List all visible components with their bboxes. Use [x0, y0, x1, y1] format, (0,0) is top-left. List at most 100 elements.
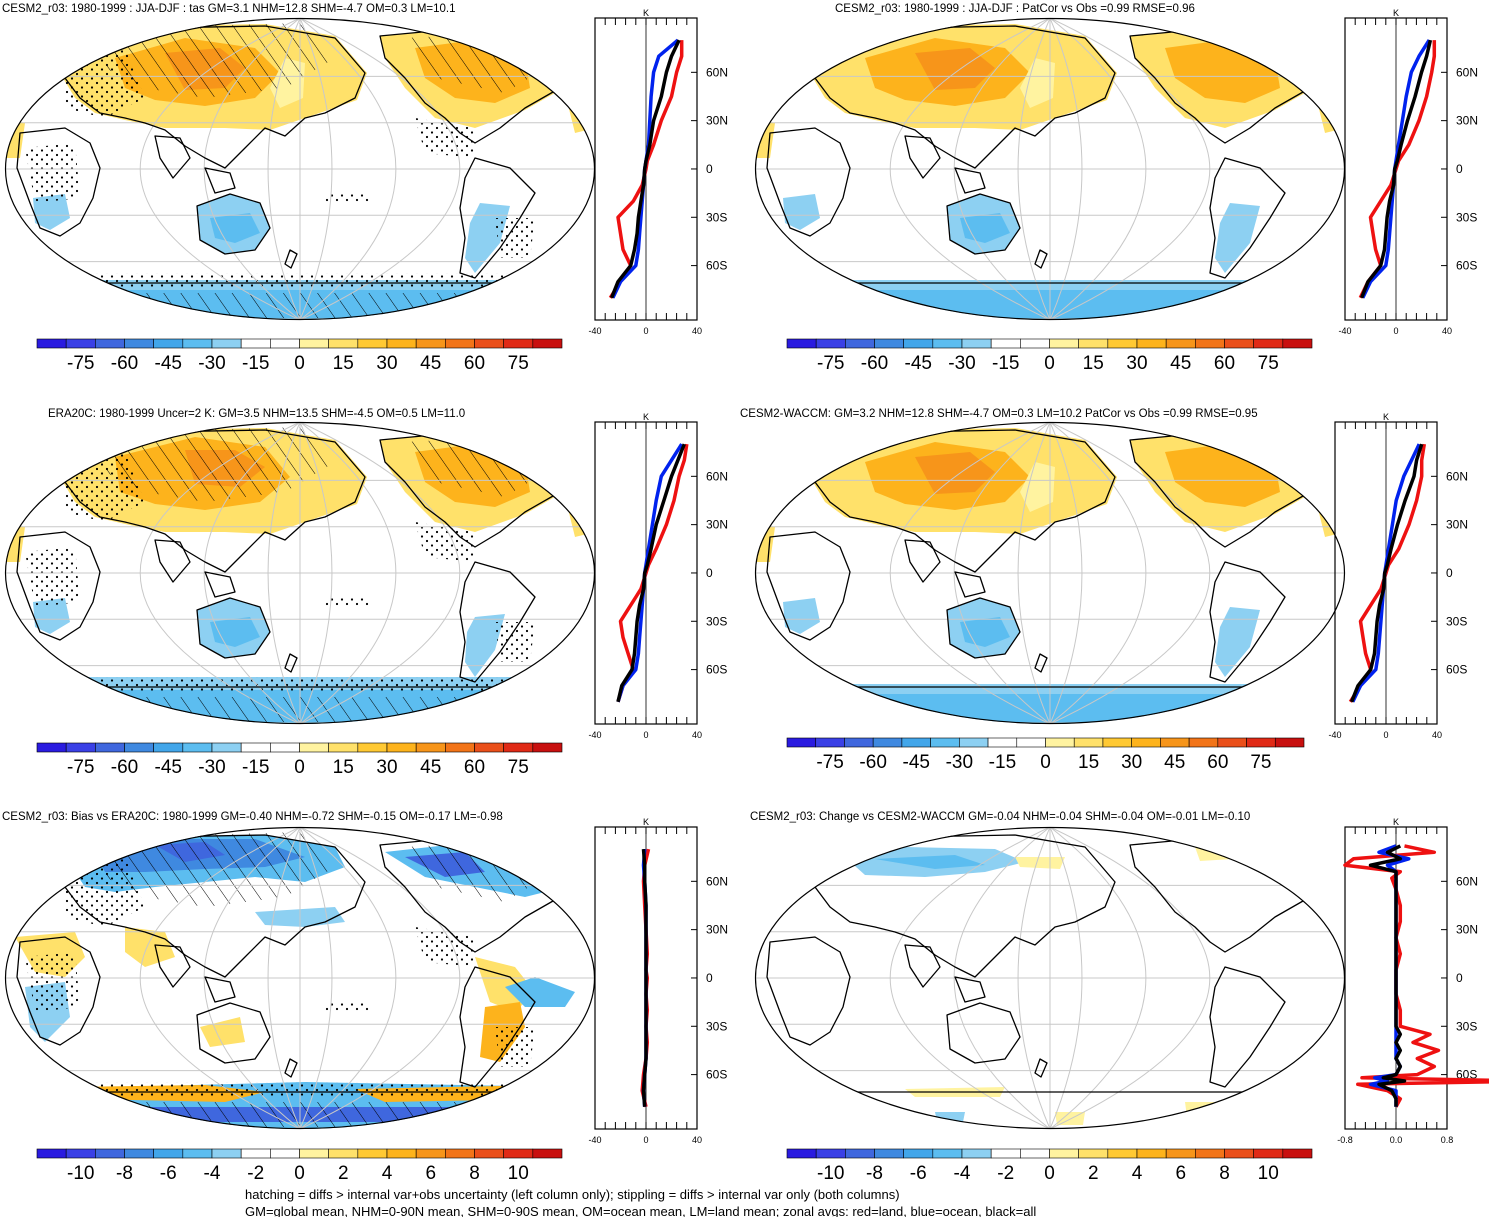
- colorbar-swatch: [240, 742, 271, 753]
- colorbar-swatch: [1188, 737, 1219, 748]
- colorbar-label: -4: [954, 1163, 971, 1184]
- colorbar-label: -60: [859, 752, 886, 773]
- colorbar-swatch: [903, 1148, 934, 1159]
- hatching-region: [105, 832, 335, 907]
- colorbar-swatch: [328, 338, 359, 349]
- profile-x-tick-label: -0.8: [1337, 1135, 1353, 1145]
- colorbar-label: 15: [1078, 752, 1099, 773]
- profile-y-tick-label: 30N: [1446, 518, 1468, 532]
- colorbar-label: -75: [67, 353, 94, 374]
- map: [4, 421, 596, 725]
- anomaly-region: [1185, 1102, 1225, 1117]
- coastline-greenland: [534, 25, 581, 51]
- profile-x-tick-label: 0: [643, 730, 648, 740]
- coastline-samerica: [1209, 966, 1286, 1088]
- colorbar-swatch: [240, 338, 271, 349]
- colorbar-swatch: [153, 338, 184, 349]
- coastline-africa: [16, 127, 101, 237]
- coastline-australia: [946, 1002, 1021, 1064]
- profile-unit-label: K: [1393, 817, 1399, 827]
- profile-x-tick-label: 0: [643, 326, 648, 336]
- coastline-nz: [284, 1058, 298, 1078]
- coastline-africa: [766, 531, 851, 641]
- colorbar-label: 45: [420, 353, 441, 374]
- colorbar-swatch: [845, 1148, 875, 1159]
- profile-series-land: [616, 443, 689, 703]
- colorbar-swatch: [1049, 1148, 1079, 1159]
- coastline-greenland: [534, 429, 581, 455]
- profile-y-tick-label: 30N: [1456, 114, 1478, 128]
- map-fill: [755, 18, 1345, 320]
- colorbar-label: -75: [817, 353, 844, 374]
- colorbar-label: -15: [992, 353, 1019, 374]
- colorbar-swatch: [874, 338, 904, 349]
- colorbar-swatch: [474, 338, 504, 349]
- colorbar-swatch: [1282, 1148, 1313, 1159]
- colorbar-label: -45: [155, 757, 182, 778]
- colorbar-swatch: [386, 742, 417, 753]
- colorbar-swatch: [270, 338, 300, 349]
- anomaly-region: [1020, 462, 1055, 512]
- colorbar-swatch: [961, 1148, 992, 1159]
- colorbar: -75 -60 -45 -30 -15 0 15 30 45 60 75: [786, 338, 1313, 374]
- colorbar-label: 15: [333, 353, 354, 374]
- colorbar-label: -10: [817, 1163, 844, 1184]
- anomaly-region: [1215, 203, 1260, 273]
- colorbar-swatch: [299, 1148, 329, 1159]
- footer-line-1: hatching = diffs > internal var+obs unce…: [245, 1187, 900, 1202]
- profile-x-tick-label: -40: [1328, 730, 1341, 740]
- colorbar-swatch: [211, 1148, 242, 1159]
- map-border: [754, 421, 1346, 725]
- zonal-profile: K -40 0 40 60N 30N 0 30S 60S: [588, 8, 728, 336]
- colorbar-swatch: [959, 737, 989, 748]
- colorbar-swatch: [815, 737, 845, 748]
- colorbar-swatch: [503, 338, 534, 349]
- colorbar-swatch: [65, 742, 96, 753]
- colorbar-label: -60: [111, 757, 138, 778]
- map: [754, 421, 1346, 725]
- coastline-australia: [196, 193, 271, 255]
- coastline-samerica: [1209, 157, 1286, 279]
- profile-y-tick-label: 60S: [706, 1068, 727, 1082]
- profile-series-all: [609, 39, 681, 299]
- graticule: [755, 18, 1345, 320]
- colorbar-swatch: [1020, 338, 1050, 349]
- coastline-africa: [16, 531, 101, 641]
- profile-y-tick-label: 0: [706, 162, 713, 176]
- zonal-profile: K -40 0 40 60N 30N 0 30S 60S: [588, 817, 728, 1145]
- stippling-region: [25, 143, 80, 203]
- colorbar-swatch: [1224, 1148, 1254, 1159]
- stippling-region: [25, 952, 80, 1012]
- colorbar-label: -2: [247, 1163, 264, 1184]
- profile-unit-label: K: [643, 412, 649, 422]
- map-fill: [5, 18, 595, 320]
- colorbar-label: -15: [242, 757, 269, 778]
- colorbar-swatch: [1107, 1148, 1138, 1159]
- panel-title: CESM2-WACCM: GM=3.2 NHM=12.8 SHM=-4.7 OM…: [740, 408, 1258, 420]
- colorbar-label: -75: [816, 752, 843, 773]
- profile-y-tick-label: 60N: [706, 874, 728, 888]
- colorbar-swatch: [1102, 737, 1132, 748]
- colorbar-label: 0: [294, 757, 305, 778]
- coastline-india: [904, 944, 941, 988]
- colorbar-swatch: [36, 742, 67, 753]
- colorbar-label: 0: [1040, 752, 1051, 773]
- coastline-eurasia: [814, 834, 1116, 978]
- profile-x-tick-label: 0.0: [1390, 1135, 1403, 1145]
- colorbar-label: 75: [508, 757, 529, 778]
- colorbar-swatch: [36, 338, 67, 349]
- colorbar-label: -8: [866, 1163, 883, 1184]
- colorbar-swatch: [1131, 737, 1161, 748]
- graticule: [5, 18, 595, 320]
- profile-series-ocean: [1368, 844, 1411, 1107]
- anomaly-region: [125, 927, 175, 967]
- colorbar-swatch: [474, 742, 504, 753]
- stippling-region: [325, 193, 370, 203]
- colorbar-swatch: [415, 742, 446, 753]
- colorbar-label: -60: [861, 353, 888, 374]
- hatching-region: [105, 23, 335, 98]
- colorbar-swatch: [1274, 737, 1305, 748]
- colorbar-swatch: [1078, 1148, 1109, 1159]
- coastline-samerica: [459, 157, 536, 279]
